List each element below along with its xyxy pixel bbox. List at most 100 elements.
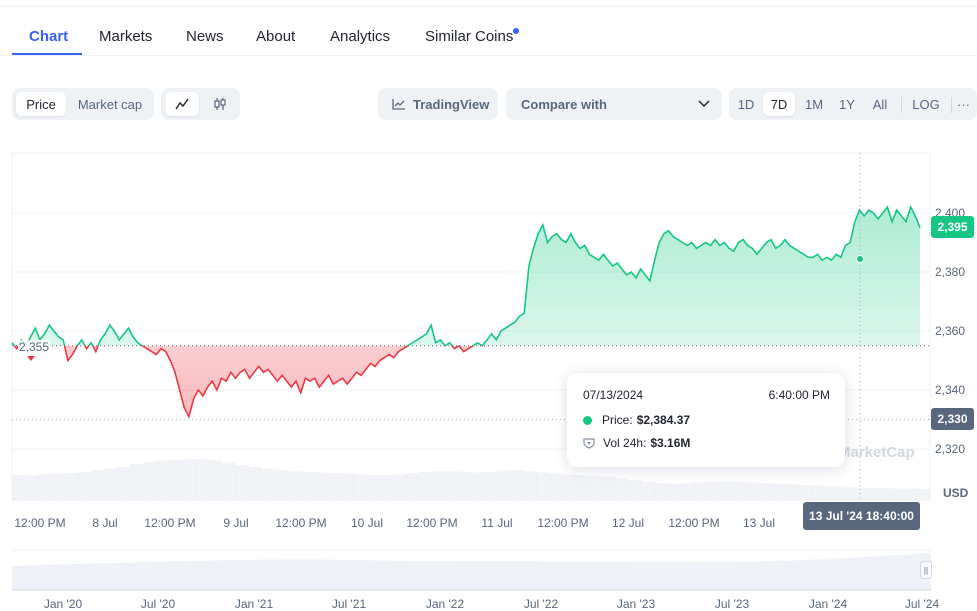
- x-tick: 10 Jul: [350, 516, 384, 530]
- tooltip-volume-label: Vol 24h:: [603, 436, 647, 450]
- tab-markets[interactable]: Markets: [99, 28, 153, 45]
- navigator-tick: Jul '21: [331, 597, 367, 611]
- range-1y-button[interactable]: 1Y: [839, 96, 855, 112]
- volume-bar: [890, 488, 905, 500]
- x-tick: 12:00 PM: [14, 516, 66, 530]
- navigator-tick: Jan '22: [425, 597, 465, 611]
- tab-similar-coins[interactable]: Similar Coins: [425, 28, 514, 45]
- price-toggle-button[interactable]: Price: [16, 92, 66, 116]
- navigator-tick: Jan '24: [808, 597, 848, 611]
- candlestick-chart-button[interactable]: [203, 92, 237, 116]
- currency-label: USD: [943, 486, 969, 500]
- volume-bar: [64, 473, 79, 500]
- volume-bar: [602, 476, 616, 500]
- navigator-tick: Jul '23: [714, 597, 750, 611]
- volume-bar: [143, 461, 157, 500]
- market-cap-toggle-button[interactable]: Market cap: [77, 96, 143, 112]
- navigator-tick: Jan '20: [43, 597, 83, 611]
- crosshair-point: [856, 255, 864, 264]
- down-area: [12, 345, 920, 417]
- line-chart-button[interactable]: [165, 92, 199, 116]
- tooltip-price-value: $2,384.37: [636, 413, 691, 427]
- volume-bar: [877, 488, 892, 500]
- volume-bar: [497, 470, 511, 500]
- baseline-label: 2,355: [18, 340, 51, 354]
- tab-chart[interactable]: Chart: [29, 28, 69, 45]
- volume-bar: [523, 471, 538, 500]
- tab-analytics[interactable]: Analytics: [330, 28, 391, 45]
- navigator-tick: Jul '24: [904, 597, 940, 611]
- price-dot-icon: [583, 415, 592, 425]
- tooltip-price-label: Price:: [602, 413, 633, 427]
- volume-bar: [195, 459, 210, 500]
- log-scale-button[interactable]: LOG: [912, 96, 940, 112]
- volume-shield-icon: [583, 438, 595, 449]
- volume-bar: [746, 482, 761, 500]
- volume-bar: [274, 470, 288, 500]
- volume-bar: [156, 460, 170, 500]
- tooltip-date: 07/13/2024: [583, 388, 644, 402]
- volume-bar: [116, 467, 131, 500]
- volume-bar: [366, 474, 380, 500]
- range-1d-button[interactable]: 1D: [737, 96, 755, 112]
- volume-bar: [759, 483, 774, 500]
- volume-bar: [25, 475, 39, 500]
- volume-bar: [261, 468, 275, 500]
- volume-bar: [851, 487, 865, 500]
- baseline-marker: [27, 356, 35, 361]
- volume-bar: [680, 483, 695, 500]
- volume-bar: [825, 486, 839, 500]
- top-divider: [0, 6, 977, 7]
- volume-bar: [916, 489, 931, 500]
- volume-bar: [720, 481, 734, 500]
- volume-bar: [379, 474, 393, 500]
- volume-bar: [326, 473, 341, 500]
- volume-bar: [667, 483, 682, 500]
- x-tick: 8 Jul: [92, 516, 118, 530]
- tab-bar: Chart Markets News About Analytics Simil…: [0, 18, 977, 56]
- navigator-handle[interactable]: ||: [920, 561, 932, 579]
- y-tick: 2,360: [935, 324, 966, 338]
- tradingview-label: TradingView: [413, 96, 490, 112]
- range-all-button[interactable]: All: [872, 96, 888, 112]
- price-line: [11, 205, 921, 419]
- x-tick: 12:00 PM: [406, 516, 458, 530]
- volume-bar: [549, 473, 564, 500]
- volume-bar: [444, 471, 459, 500]
- volume-bar: [169, 459, 183, 500]
- tooltip-volume-row: Vol 24h: $3.16M: [583, 436, 690, 450]
- volume-bar: [405, 473, 420, 500]
- tab-news[interactable]: News: [186, 28, 224, 45]
- volume-bar: [484, 471, 498, 500]
- tradingview-button[interactable]: TradingView: [378, 88, 498, 120]
- range-divider: [901, 97, 902, 113]
- volume-bar: [352, 474, 367, 500]
- volume-bar: [575, 475, 590, 500]
- x-tick: 11 Jul: [481, 516, 513, 530]
- more-options-button[interactable]: ···: [957, 96, 970, 112]
- x-tick: 12 Jul: [611, 516, 645, 530]
- volume-bar: [510, 470, 524, 500]
- volume-bar: [313, 472, 328, 500]
- tooltip-volume-value: $3.16M: [650, 436, 691, 450]
- current-price-tag: 2,395: [931, 216, 974, 238]
- x-tick: 12:00 PM: [144, 516, 196, 530]
- range-1m-button[interactable]: 1M: [804, 96, 824, 112]
- volume-bar: [234, 465, 249, 500]
- crosshair-price-tag: 2,330: [931, 408, 974, 430]
- volume-bar: [903, 488, 918, 500]
- volume-bar: [300, 471, 315, 500]
- tab-about[interactable]: About: [256, 28, 296, 45]
- volume-bar: [221, 462, 236, 500]
- down-line: [13, 345, 484, 419]
- compare-with-select[interactable]: Compare with: [506, 88, 722, 120]
- volume-bar: [562, 474, 577, 500]
- compare-with-label: Compare with: [521, 96, 607, 112]
- navigator-tick: Jan '21: [234, 597, 274, 611]
- range-7d-button[interactable]: 7D: [763, 92, 795, 116]
- volume-bar: [182, 459, 197, 500]
- volume-bar: [785, 484, 800, 500]
- volume-bar: [811, 485, 826, 500]
